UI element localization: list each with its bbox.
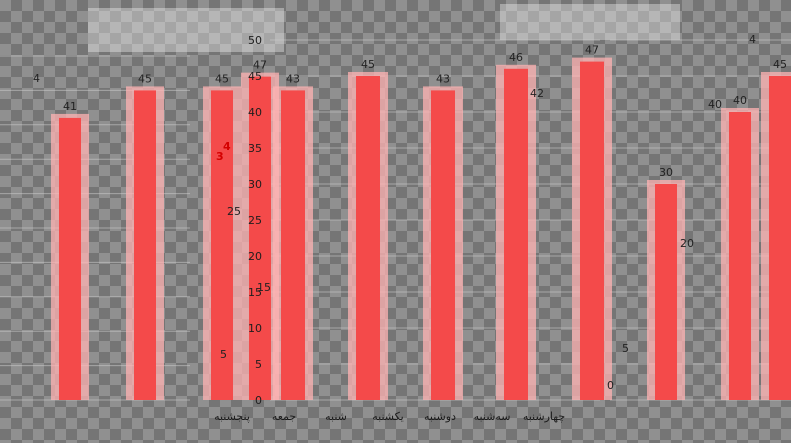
bar bbox=[356, 76, 380, 400]
y-tick-label: 35 bbox=[248, 142, 262, 155]
label-4: 4 bbox=[223, 140, 231, 153]
main-bars: 43 45 43 46 47 bbox=[273, 44, 612, 401]
bar-value-label: 45 bbox=[138, 72, 152, 85]
label-15: 15 bbox=[257, 281, 271, 294]
right-gridlines bbox=[610, 39, 791, 401]
right-tick-5: 5 bbox=[622, 342, 629, 355]
y-tick-label: 10 bbox=[248, 322, 262, 335]
bar bbox=[769, 76, 791, 400]
right-bars: 30 40 45 bbox=[647, 58, 791, 400]
y-tick-label: 45 bbox=[248, 70, 262, 83]
y-tick-label: 40 bbox=[248, 106, 262, 119]
bar bbox=[729, 112, 751, 400]
y-tick-label: 25 bbox=[248, 214, 262, 227]
center-title-box bbox=[500, 4, 680, 40]
bar bbox=[281, 90, 305, 401]
main-categories: پنجشنبه جمعه شنبه یکشنبه دوشنبه سه‌شنبه چهارشن… bbox=[214, 410, 565, 423]
label-left-top: 4 bbox=[33, 72, 40, 85]
right-tick-top: 4 bbox=[749, 33, 756, 46]
bar bbox=[59, 117, 81, 401]
bar-value-label: 45 bbox=[361, 58, 375, 71]
y-tick-label: 0 bbox=[255, 394, 262, 407]
bar bbox=[134, 90, 156, 401]
bar-value-label: 41 bbox=[63, 100, 77, 113]
bar bbox=[655, 184, 677, 400]
bar bbox=[249, 76, 271, 400]
y-tick-label: 30 bbox=[248, 178, 262, 191]
label-left-5: 5 bbox=[220, 348, 227, 361]
category-label: چهارشنبه bbox=[523, 410, 565, 423]
bar bbox=[504, 68, 528, 401]
bar bbox=[211, 90, 233, 401]
category-label: یکشنبه bbox=[372, 410, 404, 423]
bar-value-label: 43 bbox=[436, 72, 450, 85]
chart-titles bbox=[88, 4, 680, 52]
bar-value-label: 43 bbox=[286, 72, 300, 85]
category-label: شنبه bbox=[325, 410, 347, 423]
bar-value-label: 45 bbox=[773, 58, 787, 71]
data-labels: 4 5 42 3 4 25 15 4 5 20 40 0 bbox=[33, 33, 756, 392]
right-tick-20: 20 bbox=[680, 237, 694, 250]
category-label: سه‌شنبه bbox=[474, 410, 511, 423]
bar-value-label: 46 bbox=[509, 51, 523, 64]
category-label: دوشنبه bbox=[424, 410, 456, 423]
bar-value-label: 40 bbox=[733, 94, 747, 107]
label-42: 42 bbox=[530, 87, 544, 100]
category-label: جمعه bbox=[272, 410, 296, 423]
label-25: 25 bbox=[227, 205, 241, 218]
bar bbox=[431, 90, 455, 401]
label-3: 3 bbox=[216, 150, 224, 163]
main-y-ticks: 0 5 10 15 20 25 30 35 40 45 50 bbox=[248, 34, 262, 407]
y-tick-label: 5 bbox=[255, 358, 262, 371]
left-title-box bbox=[88, 8, 284, 52]
bar bbox=[580, 61, 604, 400]
right-tick-40: 40 bbox=[708, 98, 722, 111]
y-tick-label: 20 bbox=[248, 250, 262, 263]
bar-value-label: 45 bbox=[215, 72, 229, 85]
category-label: پنجشنبه bbox=[214, 410, 250, 423]
right-tick-0: 0 bbox=[607, 379, 614, 392]
bar-value-label: 47 bbox=[253, 59, 267, 72]
bar-value-label: 30 bbox=[659, 166, 673, 179]
y-tick-label: 15 bbox=[248, 286, 262, 299]
y-tick-label: 50 bbox=[248, 34, 262, 47]
bar-value-label: 47 bbox=[585, 44, 599, 57]
